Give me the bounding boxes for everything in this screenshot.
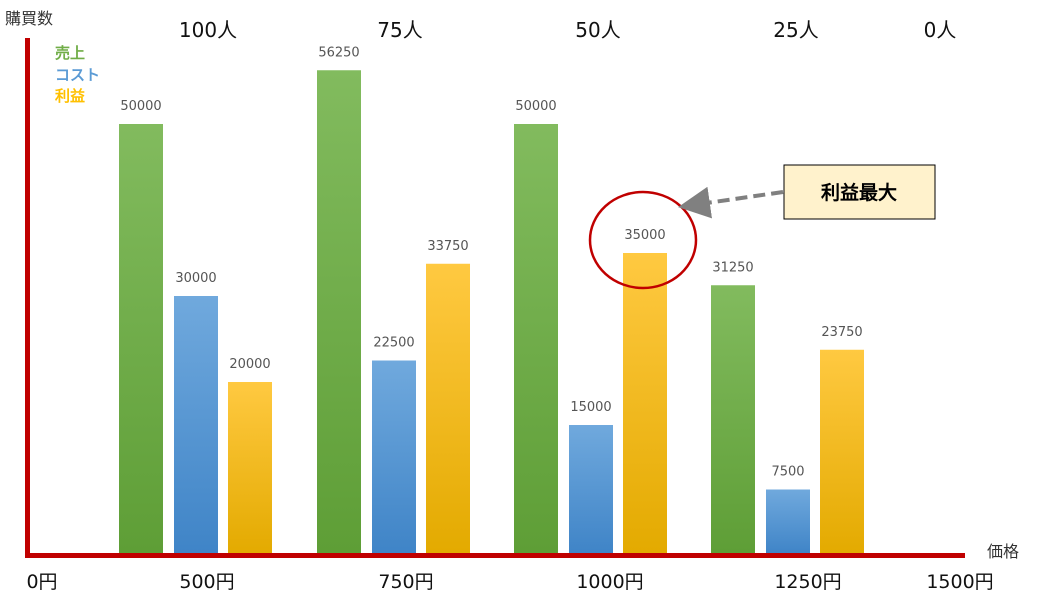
- bar-sales: [514, 124, 558, 554]
- x-tick-label: 750円: [378, 571, 433, 593]
- legend-item-cost: コスト: [55, 66, 100, 84]
- x-axis-line: [25, 553, 965, 558]
- legend-item-sales: 売上: [55, 44, 85, 62]
- data-label: 22500: [373, 336, 414, 351]
- data-label: 7500: [771, 465, 804, 480]
- bar-cost: [766, 489, 810, 554]
- data-label: 31250: [712, 260, 753, 275]
- data-label: 33750: [427, 239, 468, 254]
- bar-sales: [711, 285, 755, 554]
- x-axis-label: 価格: [987, 542, 1019, 561]
- bar-sales: [317, 70, 361, 554]
- bar-cost: [569, 425, 613, 554]
- bar-cost: [372, 360, 416, 554]
- bar-profit: [426, 263, 470, 554]
- top-tick-label: 0人: [924, 18, 957, 42]
- data-label: 15000: [570, 400, 611, 415]
- y-axis-label: 購買数: [5, 9, 53, 28]
- bar-sales: [119, 124, 163, 554]
- highlight-circle: [588, 190, 698, 290]
- x-tick-label: 1500円: [926, 571, 993, 593]
- data-label: 20000: [229, 357, 270, 372]
- data-label: 35000: [624, 228, 665, 243]
- data-label: 50000: [515, 99, 556, 114]
- top-tick-label: 75人: [377, 18, 422, 42]
- annotation-arrow: [678, 186, 784, 219]
- bar-cost: [174, 296, 218, 554]
- x-tick-label: 1000円: [576, 571, 643, 593]
- bar-profit: [623, 253, 667, 554]
- legend-item-profit: 利益: [55, 87, 85, 105]
- x-tick-label: 1250円: [774, 571, 841, 593]
- annotation-box: [783, 164, 936, 220]
- y-axis-line: [25, 38, 30, 558]
- x-tick-label: 500円: [179, 571, 234, 593]
- bar-profit: [820, 349, 864, 554]
- data-label: 30000: [175, 271, 216, 286]
- bar-profit: [228, 382, 272, 554]
- data-label: 23750: [821, 325, 862, 340]
- data-label: 56250: [318, 45, 359, 60]
- x-tick-label: 0円: [26, 571, 57, 593]
- annotation-text: 利益最大: [821, 181, 897, 204]
- top-tick-label: 100人: [179, 18, 237, 42]
- top-tick-label: 50人: [575, 18, 620, 42]
- top-tick-label: 25人: [773, 18, 818, 42]
- data-label: 50000: [120, 99, 161, 114]
